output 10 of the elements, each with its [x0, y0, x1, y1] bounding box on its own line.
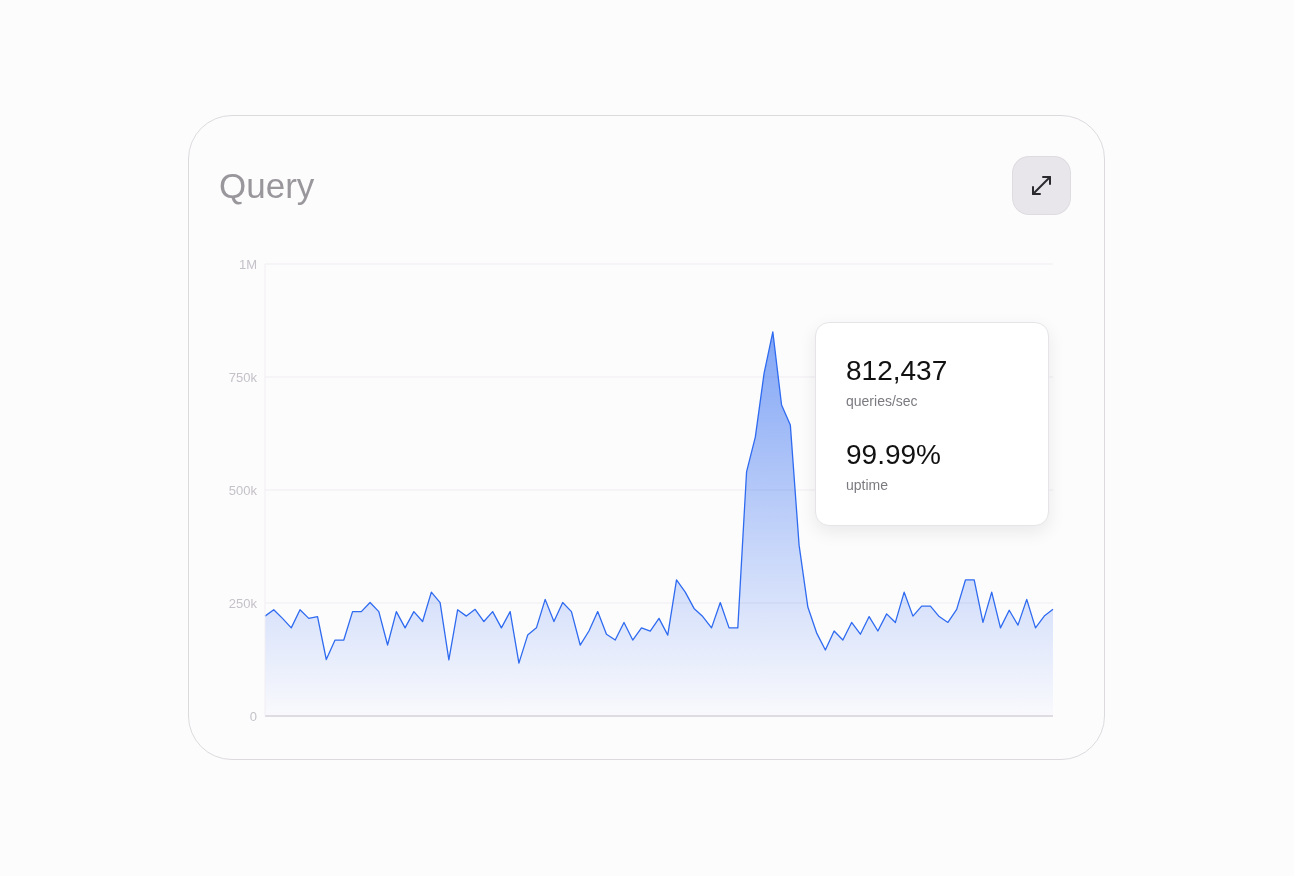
chart-title: Query: [219, 166, 315, 206]
annotation: queries/sec: [846, 393, 918, 409]
y-tick-label: 500k: [228, 482, 258, 498]
annotation: uptime: [846, 477, 889, 493]
y-tick-label: 250k: [228, 595, 258, 611]
y-tick-label: 750k: [228, 369, 258, 385]
annotation: 812,437: [846, 355, 948, 387]
y-tick-label: 1M: [238, 256, 257, 272]
annotation: 99.99%: [846, 439, 941, 471]
y-tick-label: 0: [249, 708, 257, 724]
